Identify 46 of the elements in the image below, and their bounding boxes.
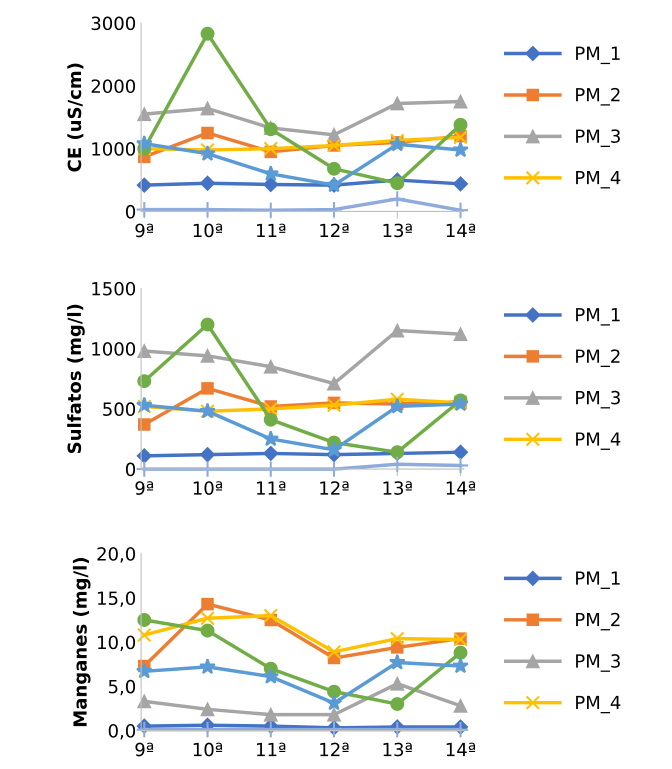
x-tick-label: 10ª bbox=[194, 481, 222, 495]
y-tick-label: 1000 bbox=[92, 142, 136, 156]
x-tick-label: 11ª bbox=[257, 742, 286, 756]
y-tick-label: 2000 bbox=[92, 79, 136, 93]
y-tick-label: 0 bbox=[126, 462, 136, 476]
legend-label: PM_1 bbox=[576, 308, 620, 326]
x-tick-label: 14ª bbox=[446, 224, 476, 237]
x-tick-label: 9ª bbox=[135, 224, 154, 238]
x-tick-label: 9ª bbox=[135, 742, 154, 756]
legend-label: PM_1 bbox=[576, 46, 620, 64]
x-tick-label: 13ª bbox=[384, 481, 412, 495]
y-tick-label: 20,0 bbox=[97, 547, 136, 563]
y-tick-label: 1000 bbox=[92, 342, 136, 356]
legend-label: PM_3 bbox=[576, 654, 620, 672]
x-tick-label: 10ª bbox=[194, 742, 222, 756]
y-tick-label: 10,0 bbox=[98, 636, 136, 652]
x-tick-label: 12ª bbox=[320, 224, 349, 237]
legend-label: PM_4 bbox=[576, 696, 620, 714]
x-tick-label: 11ª bbox=[257, 481, 286, 495]
x-tick-label: 14ª bbox=[446, 481, 476, 495]
x-tick-label: 9ª bbox=[135, 481, 154, 495]
y-tick-label: 0 bbox=[126, 204, 136, 219]
legend-label: PM_3 bbox=[576, 390, 620, 408]
legend-label: PM_1 bbox=[576, 572, 620, 589]
x-tick-label: 12ª bbox=[320, 481, 349, 495]
x-tick-label: 12ª bbox=[320, 742, 349, 756]
y-tick-label: 500 bbox=[103, 402, 136, 416]
y-tick-label: 5,0 bbox=[108, 680, 136, 696]
legend-label: PM_4 bbox=[576, 171, 620, 188]
y-tick-label: 0,0 bbox=[108, 724, 136, 740]
legend-label: PM_3 bbox=[576, 129, 620, 147]
y-tick-label: 3000 bbox=[92, 16, 136, 30]
x-tick-label: 11ª bbox=[257, 224, 286, 237]
x-tick-label: 10ª bbox=[194, 224, 222, 238]
y-tick-label: 1500 bbox=[92, 282, 136, 296]
y-axis-title: Manganes (mg/l) bbox=[72, 558, 90, 726]
x-tick-label: 14ª bbox=[446, 742, 476, 756]
legend-label: PM_2 bbox=[576, 88, 620, 106]
y-axis-title: Sulfatos (mg/l) bbox=[67, 304, 85, 454]
legend-label: PM_2 bbox=[576, 612, 620, 630]
legend-label: PM_4 bbox=[576, 432, 620, 450]
y-axis-title: CE (uS/cm) bbox=[67, 64, 84, 172]
legend-label: PM_2 bbox=[576, 349, 620, 367]
x-tick-label: 13ª bbox=[384, 742, 412, 756]
x-tick-label: 13ª bbox=[384, 224, 412, 238]
y-tick-label: 15,0 bbox=[98, 591, 136, 607]
